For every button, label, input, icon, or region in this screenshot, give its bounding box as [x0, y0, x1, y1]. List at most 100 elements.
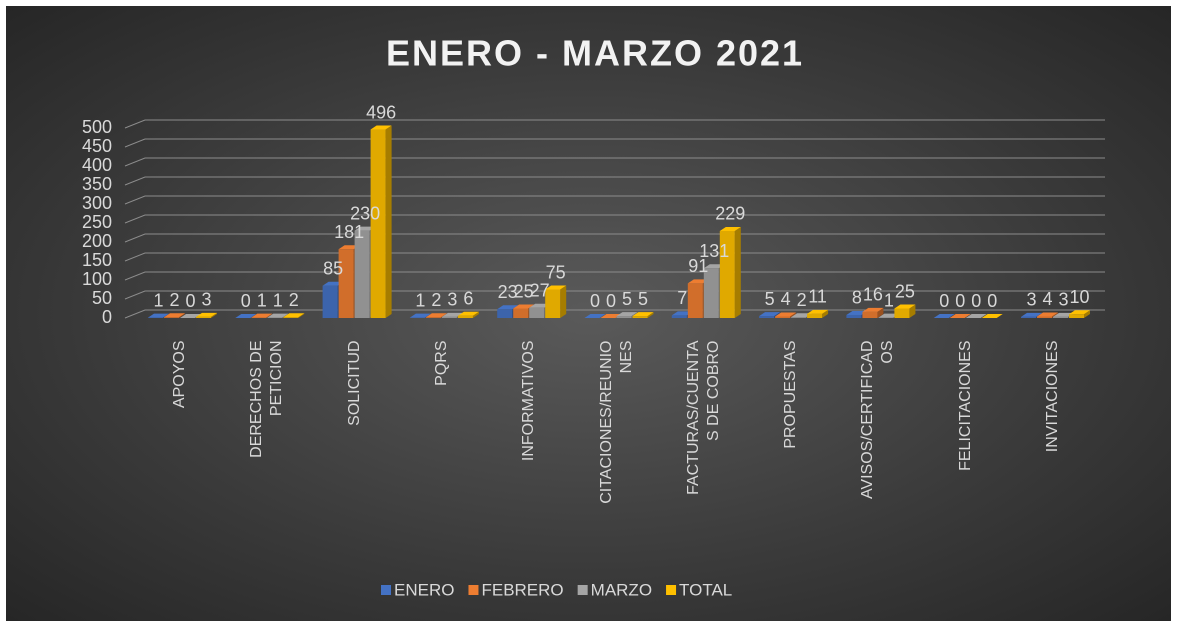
- y-tick-label: 100: [82, 269, 112, 289]
- data-label: 1: [273, 290, 283, 310]
- grid-line: [124, 119, 1105, 129]
- legend-swatch: [577, 585, 588, 595]
- y-tick-label: 200: [82, 231, 112, 251]
- bar: [687, 283, 703, 318]
- data-label: 0: [241, 291, 251, 311]
- bar-top: [759, 312, 781, 317]
- bar-top: [894, 304, 916, 309]
- x-tick-label: SOLICITUD: [345, 340, 363, 426]
- bar-top: [965, 314, 987, 318]
- data-label: 10: [1069, 287, 1089, 307]
- bar-top: [862, 307, 884, 312]
- data-label: 0: [955, 291, 965, 311]
- bar: [283, 317, 299, 318]
- grid-line: [124, 252, 1105, 262]
- data-label: 25: [514, 281, 534, 301]
- bar: [545, 289, 561, 318]
- grid-line: [124, 138, 1105, 148]
- data-label: 2: [169, 290, 179, 310]
- data-label: 0: [971, 291, 981, 311]
- bar-top: [180, 314, 201, 318]
- bar: [457, 315, 473, 318]
- bar-side: [472, 311, 479, 318]
- bar: [1069, 314, 1084, 318]
- bar-side: [163, 313, 169, 318]
- bar-top: [981, 314, 1003, 318]
- bar-top: [354, 226, 376, 231]
- data-label: 4: [781, 289, 791, 309]
- y-tick-label: 350: [82, 174, 112, 194]
- legend-label: MARZO: [591, 580, 652, 599]
- bar-top: [235, 314, 257, 318]
- bar: [616, 316, 632, 318]
- legend-swatch: [666, 585, 677, 595]
- bar-side: [790, 312, 797, 318]
- bar-side: [560, 285, 567, 318]
- bar: [775, 316, 791, 318]
- bar: [807, 313, 823, 318]
- data-label: 85: [323, 258, 343, 278]
- legend-label: ENERO: [394, 580, 454, 599]
- bar: [791, 317, 807, 318]
- data-label: 496: [366, 102, 396, 122]
- data-label: 5: [622, 289, 632, 309]
- data-label: 8: [852, 288, 862, 308]
- data-label: 0: [606, 291, 616, 311]
- bar-top: [584, 314, 606, 318]
- x-tick-label: DERECHOS DE PETICION: [248, 340, 286, 458]
- bar-top: [1069, 310, 1090, 315]
- bar: [338, 249, 354, 318]
- bar-top: [671, 311, 693, 316]
- x-tick-label: INFORMATIVOS: [520, 340, 538, 461]
- bar: [196, 316, 211, 318]
- data-label: 75: [546, 262, 566, 282]
- bar-top: [425, 313, 447, 318]
- bar-side: [179, 313, 185, 318]
- data-label: 3: [1058, 290, 1068, 310]
- data-label: 11: [808, 287, 827, 307]
- bar-top: [497, 305, 519, 310]
- bar-top: [1021, 312, 1042, 317]
- data-label: 1: [415, 290, 425, 310]
- bar-top: [719, 226, 741, 231]
- bar-side: [647, 312, 654, 318]
- chart-background: [6, 6, 1171, 621]
- bar: [513, 308, 529, 318]
- bar-top: [457, 311, 479, 316]
- grid-line: [124, 176, 1105, 186]
- bar-top: [529, 303, 551, 308]
- bar-top: [616, 312, 638, 317]
- grid-line: [124, 195, 1105, 205]
- bar: [719, 230, 735, 318]
- bar-top: [148, 313, 169, 318]
- x-tick-label: APOYOS: [171, 340, 188, 408]
- data-label: 0: [185, 291, 195, 311]
- data-label: 1: [257, 290, 267, 310]
- bar-top: [338, 245, 360, 250]
- bar: [632, 316, 648, 318]
- grid-line: [124, 309, 1105, 319]
- bar: [671, 315, 687, 318]
- y-tick-label: 150: [82, 250, 112, 270]
- data-label: 3: [447, 290, 457, 310]
- bar-top: [703, 264, 725, 269]
- bar-side: [877, 307, 884, 318]
- y-tick-label: 300: [82, 193, 112, 213]
- bar: [703, 268, 719, 318]
- y-tick-label: 400: [82, 155, 112, 175]
- bar-top: [933, 314, 955, 318]
- x-tick-label: FELICITACIONES: [956, 340, 974, 471]
- bar-top: [632, 312, 654, 317]
- legend-swatch: [468, 585, 479, 595]
- data-label: 7: [677, 288, 687, 308]
- chart-title: ENERO - MARZO 2021: [386, 33, 804, 74]
- bar-side: [909, 304, 916, 318]
- x-tick-label: CITACIONES/REUNIONES: [597, 340, 635, 504]
- data-label: 0: [939, 291, 949, 311]
- bar-top: [441, 312, 463, 317]
- grid-line: [124, 157, 1105, 167]
- bar: [354, 230, 370, 318]
- data-label: 0: [987, 291, 997, 311]
- data-label: 6: [463, 288, 473, 308]
